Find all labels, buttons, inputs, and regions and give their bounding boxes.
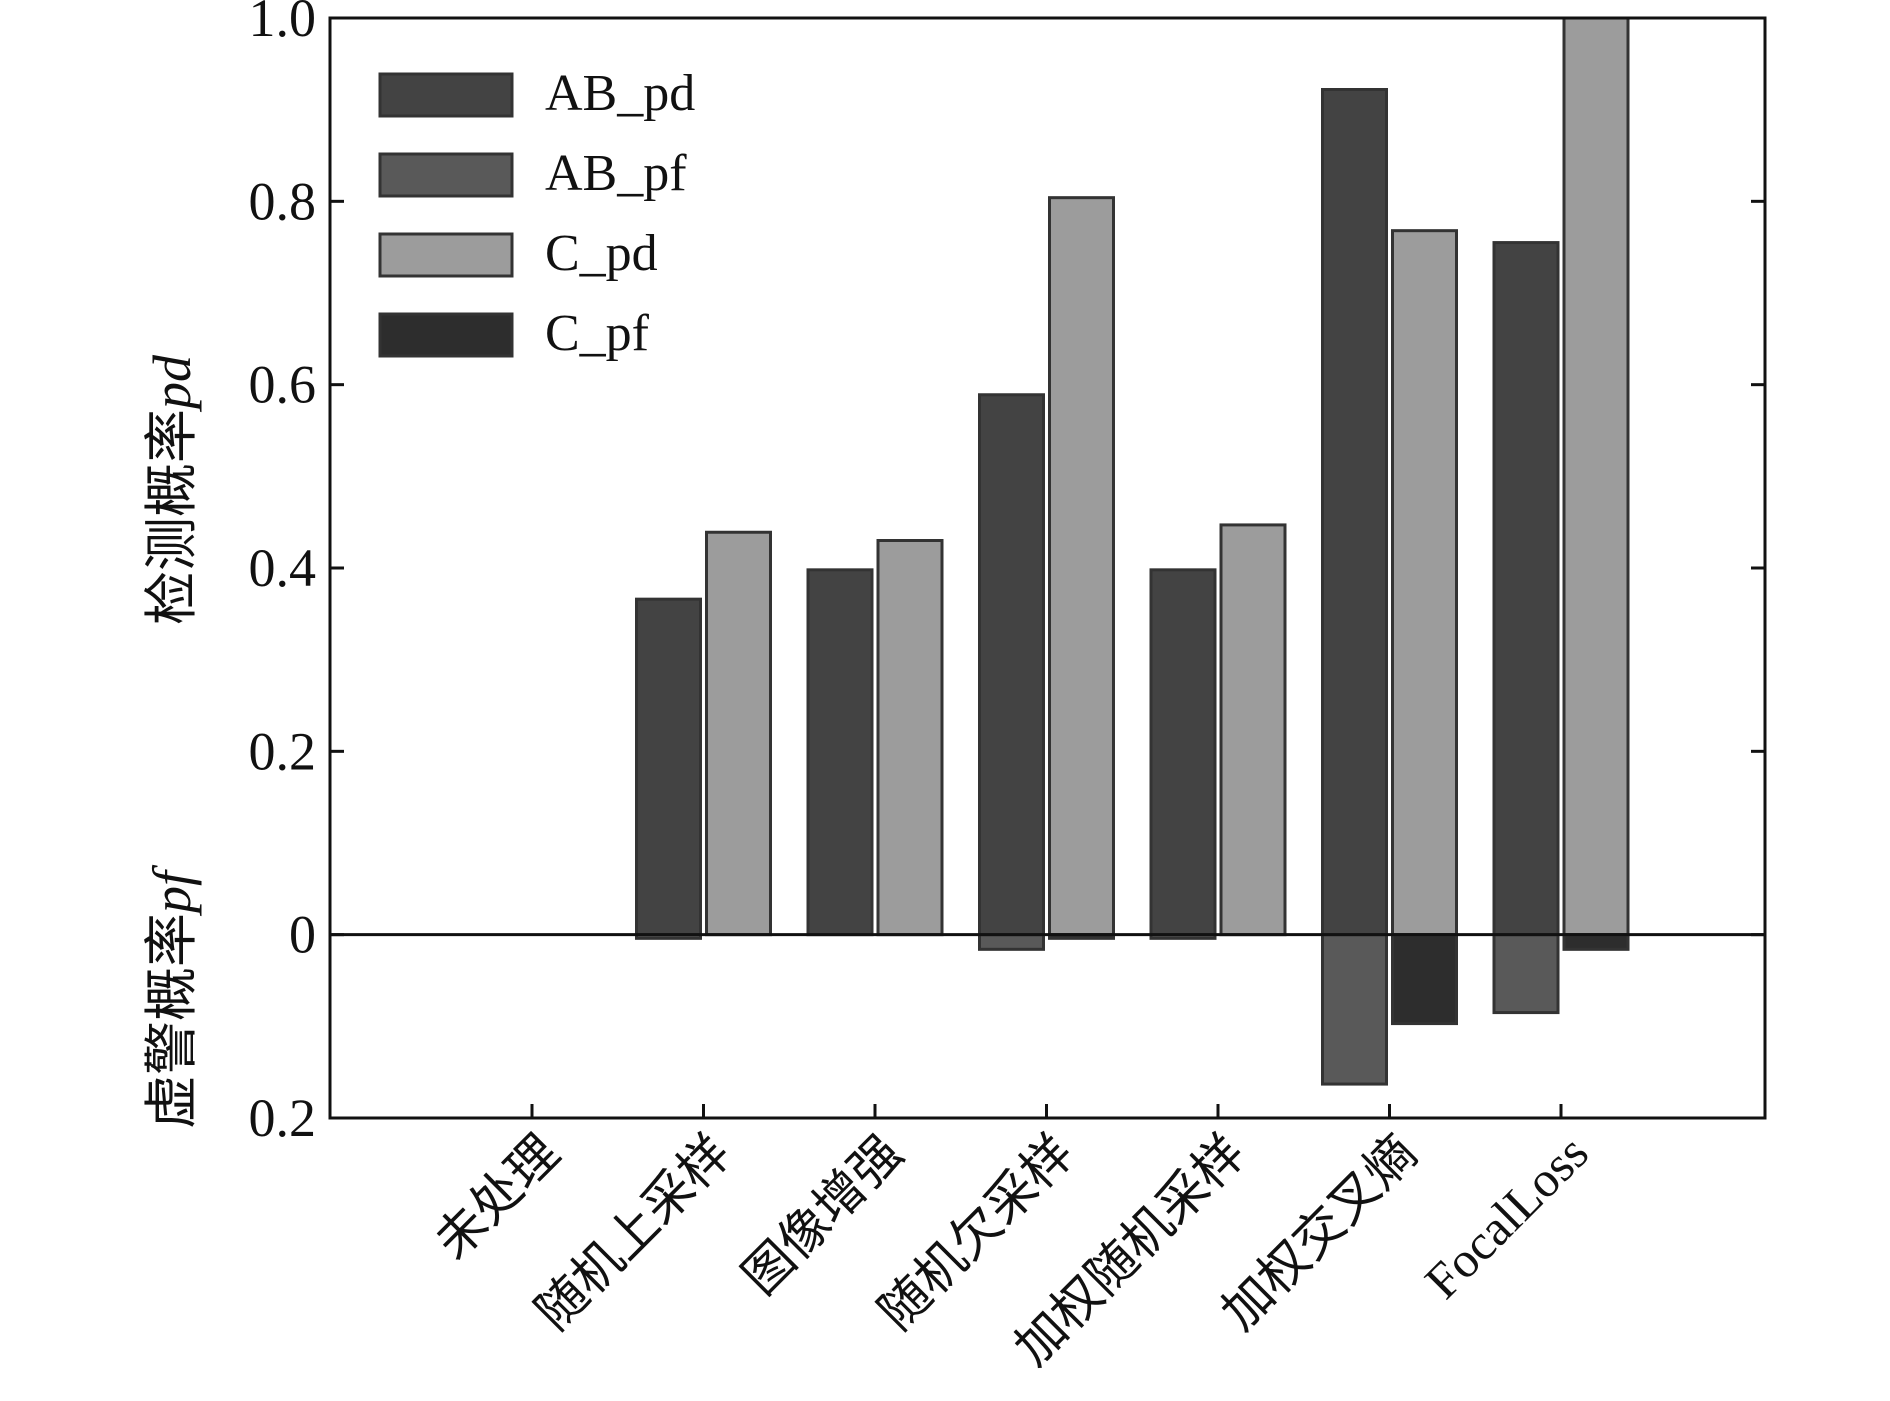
legend: AB_pd AB_pf C_pd C_pf <box>378 65 695 362</box>
y-tick-label-5: 0.8 <box>249 171 317 231</box>
bar-ab-pd-4 <box>1149 568 1217 937</box>
legend-label-c-pf: C_pf <box>545 305 650 362</box>
bar-ab-pf-3 <box>978 933 1045 951</box>
legend-label-c-pd: C_pd <box>545 225 658 282</box>
legend-swatch-ab-pd <box>378 72 514 118</box>
legend-swatch-c-pd <box>378 232 514 278</box>
y-axis-title-top: 检测概率pd <box>142 354 202 625</box>
bar-c-pd-6 <box>1562 16 1630 937</box>
y-axis-title-top-var: pd <box>142 354 202 413</box>
y-tick-label-4: 0.6 <box>249 355 317 415</box>
bar-ab-pf-5 <box>1321 933 1388 1086</box>
bar-c-pf-5 <box>1391 933 1458 1026</box>
bar-ab-pd-5 <box>1321 88 1388 937</box>
y-axis-title-bottom-var: pf <box>142 864 202 917</box>
bar-c-pd-3 <box>1048 196 1115 937</box>
bar-ab-pf-6 <box>1492 933 1560 1015</box>
legend-label-ab-pd: AB_pd <box>545 65 695 122</box>
bar-ab-pd-3 <box>978 393 1045 937</box>
y-tick-label-3: 0.4 <box>249 538 317 598</box>
bar-c-pd-5 <box>1391 229 1458 937</box>
bar-ab-pd-2 <box>806 568 874 937</box>
legend-swatch-c-pf <box>378 312 514 358</box>
bar-c-pd-4 <box>1219 523 1287 937</box>
y-tick-label-6: 1.0 <box>249 0 317 48</box>
bars-layer <box>635 16 1630 1086</box>
y-axis-title-bottom: 虚警概率pf <box>142 864 202 1129</box>
y-axis-title-top-text: 检测概率 <box>142 409 202 625</box>
bar-c-pd-1 <box>705 530 772 937</box>
legend-label-ab-pf: AB_pf <box>545 145 687 202</box>
x-category-label-0: 未处理 <box>424 1124 570 1270</box>
legend-swatch-ab-pf <box>378 152 514 198</box>
x-category-label-2: 图像增强 <box>732 1124 913 1305</box>
y-tick-label-2: 0.2 <box>249 721 317 781</box>
y-tick-label-0: 0.2 <box>249 1088 317 1148</box>
bar-ab-pd-6 <box>1492 241 1560 937</box>
y-tick-label-1: 0 <box>289 905 316 965</box>
y-ticks: 0.2 0 0.2 0.4 0.6 0.8 1.0 <box>249 0 1765 1148</box>
x-category-label-6: FocalLoss <box>1414 1124 1599 1309</box>
y-axis-title-bottom-text: 虚警概率 <box>142 913 202 1129</box>
bar-c-pd-2 <box>876 539 944 937</box>
bar-c-pf-6 <box>1562 933 1630 951</box>
bar-ab-pd-1 <box>635 597 702 937</box>
